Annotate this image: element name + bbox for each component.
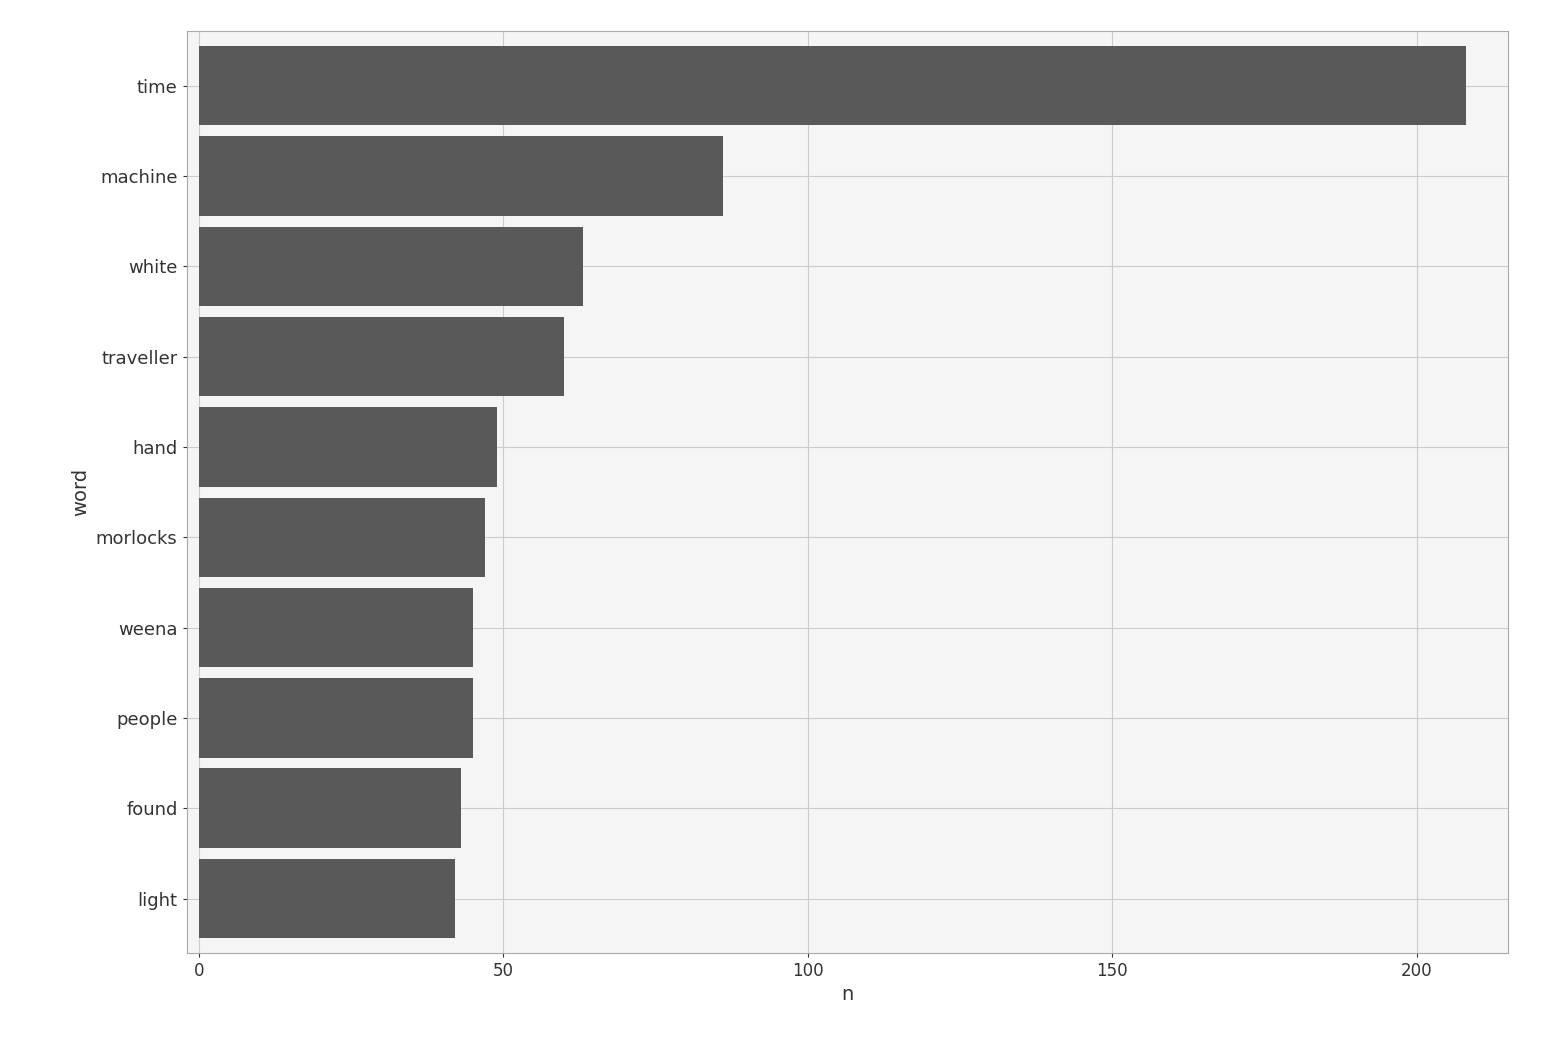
Bar — [199, 587, 473, 667]
Bar — [199, 768, 460, 848]
Bar — [199, 226, 583, 306]
Bar — [199, 407, 498, 487]
Bar — [199, 678, 473, 758]
Bar — [199, 317, 564, 397]
Bar — [199, 136, 723, 216]
Bar — [199, 859, 454, 938]
Y-axis label: word: word — [72, 468, 90, 516]
X-axis label: n: n — [841, 985, 854, 1004]
Bar — [199, 497, 485, 577]
Bar — [199, 46, 1466, 126]
